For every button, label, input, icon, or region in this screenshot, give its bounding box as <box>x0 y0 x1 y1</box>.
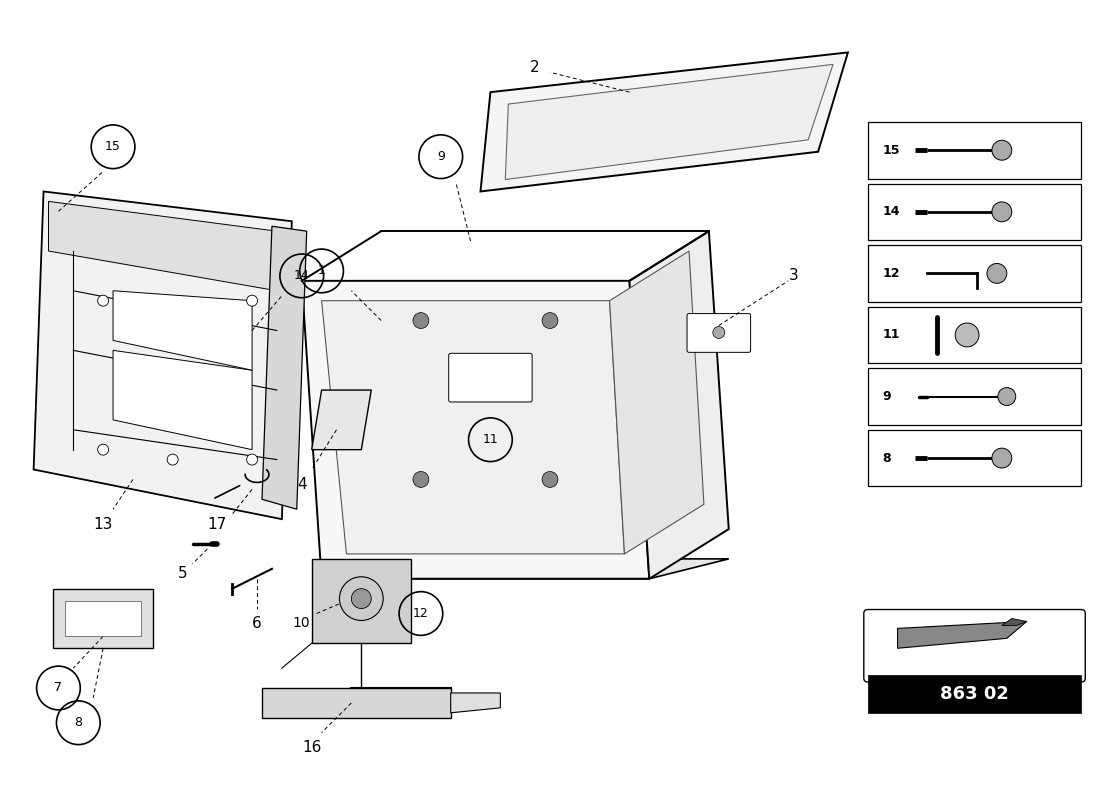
Circle shape <box>412 313 429 329</box>
Polygon shape <box>262 688 451 718</box>
Circle shape <box>98 295 109 306</box>
Polygon shape <box>113 350 252 450</box>
Text: 15: 15 <box>882 144 900 157</box>
Text: 10: 10 <box>293 617 310 630</box>
Text: 2: 2 <box>530 60 540 75</box>
Circle shape <box>542 471 558 487</box>
Text: 15: 15 <box>106 140 121 154</box>
Circle shape <box>713 326 725 338</box>
Polygon shape <box>629 231 728 578</box>
Text: 12: 12 <box>412 607 429 620</box>
Text: 14: 14 <box>882 206 900 218</box>
Circle shape <box>412 471 429 487</box>
Circle shape <box>992 140 1012 160</box>
FancyBboxPatch shape <box>449 354 532 402</box>
Polygon shape <box>301 281 649 578</box>
Circle shape <box>987 263 1007 283</box>
Text: 17: 17 <box>208 517 227 532</box>
Circle shape <box>992 202 1012 222</box>
Polygon shape <box>609 251 704 554</box>
FancyBboxPatch shape <box>868 675 1081 713</box>
Polygon shape <box>481 53 848 191</box>
Text: 7: 7 <box>54 682 63 694</box>
Polygon shape <box>321 559 728 578</box>
Circle shape <box>246 295 257 306</box>
Text: 8: 8 <box>882 451 891 465</box>
Polygon shape <box>898 622 1026 648</box>
FancyBboxPatch shape <box>868 122 1081 178</box>
Text: 11: 11 <box>483 434 498 446</box>
Polygon shape <box>54 589 153 648</box>
Polygon shape <box>34 191 292 519</box>
Circle shape <box>992 448 1012 468</box>
Circle shape <box>167 454 178 465</box>
Text: 6: 6 <box>252 616 262 631</box>
Polygon shape <box>262 226 307 510</box>
FancyBboxPatch shape <box>868 306 1081 363</box>
Circle shape <box>955 323 979 347</box>
Text: 4: 4 <box>297 477 307 492</box>
Polygon shape <box>113 290 252 370</box>
FancyBboxPatch shape <box>868 183 1081 240</box>
Text: 9: 9 <box>437 150 444 163</box>
FancyBboxPatch shape <box>868 245 1081 302</box>
Circle shape <box>246 454 257 465</box>
Circle shape <box>542 313 558 329</box>
Text: 863 02: 863 02 <box>940 685 1009 703</box>
FancyBboxPatch shape <box>688 314 750 352</box>
Text: 8: 8 <box>75 716 82 730</box>
Polygon shape <box>451 693 501 713</box>
Text: 13: 13 <box>94 517 113 532</box>
Polygon shape <box>65 601 141 636</box>
FancyBboxPatch shape <box>864 610 1086 682</box>
Polygon shape <box>1002 618 1026 626</box>
Polygon shape <box>48 202 277 290</box>
Text: euroPares: euroPares <box>400 394 700 446</box>
Text: a passion for parts since 1985: a passion for parts since 1985 <box>414 490 686 508</box>
Text: 16: 16 <box>302 740 321 755</box>
Polygon shape <box>311 390 372 450</box>
FancyBboxPatch shape <box>868 368 1081 425</box>
Text: 11: 11 <box>882 329 900 342</box>
Polygon shape <box>311 559 411 643</box>
Circle shape <box>340 577 383 621</box>
Polygon shape <box>321 301 625 554</box>
FancyBboxPatch shape <box>868 430 1081 486</box>
Text: 12: 12 <box>882 267 900 280</box>
Text: 14: 14 <box>294 270 309 282</box>
Circle shape <box>98 444 109 455</box>
Text: 9: 9 <box>882 390 891 403</box>
Circle shape <box>351 589 371 609</box>
Polygon shape <box>505 64 833 179</box>
Text: 1: 1 <box>318 265 326 278</box>
Text: 3: 3 <box>789 268 799 283</box>
Text: 5: 5 <box>178 566 187 582</box>
Circle shape <box>998 387 1015 406</box>
